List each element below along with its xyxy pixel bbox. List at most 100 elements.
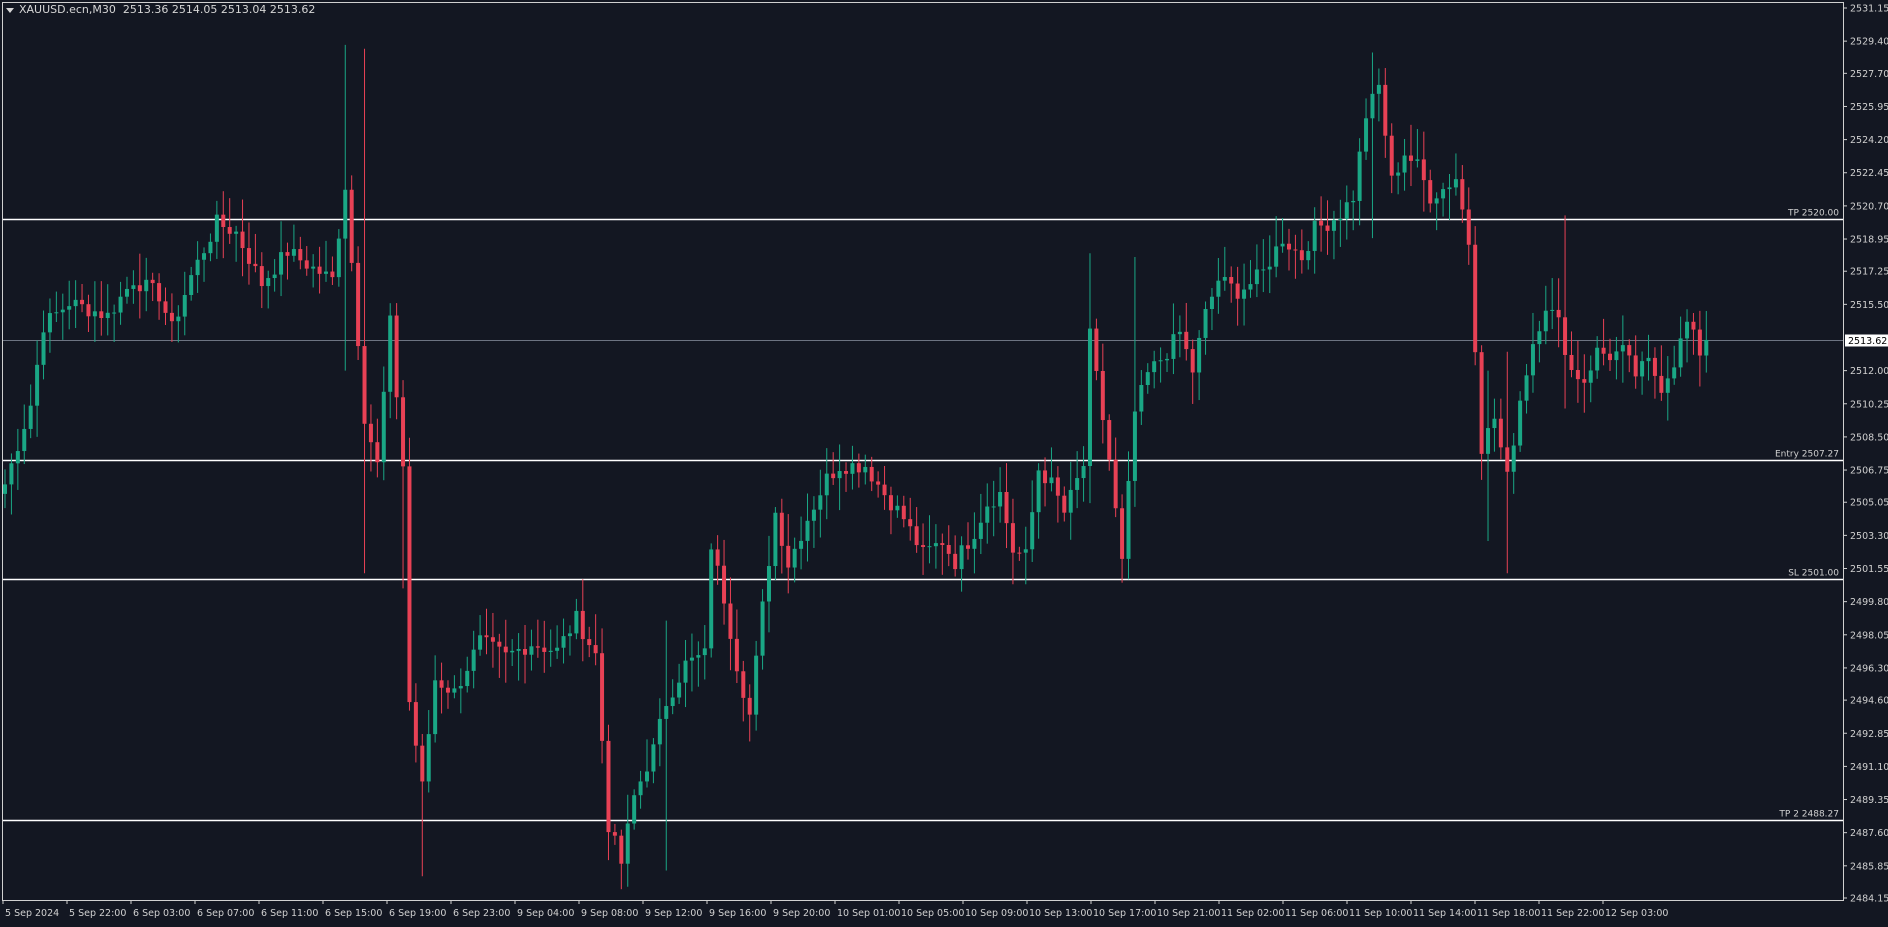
candle-body xyxy=(452,688,457,693)
candle xyxy=(516,633,521,681)
price-tick-label: 2492.85 xyxy=(1850,729,1888,740)
candle xyxy=(471,630,476,689)
candle-body xyxy=(1357,151,1362,201)
candle-body xyxy=(388,315,393,392)
candle-body xyxy=(1556,309,1561,318)
candle xyxy=(709,543,714,658)
candle xyxy=(317,246,322,294)
candle xyxy=(99,281,104,336)
candle-body xyxy=(503,646,508,653)
candle xyxy=(747,684,752,742)
time-tick-label: 10 Sep 09:00 xyxy=(965,908,1028,919)
candle-body xyxy=(41,332,46,365)
candle-body xyxy=(497,641,502,647)
candle-body xyxy=(279,252,284,275)
candle xyxy=(1100,343,1105,444)
candle-body xyxy=(240,231,245,249)
candle xyxy=(1543,285,1548,345)
candle-body xyxy=(734,638,739,672)
candle-body xyxy=(1158,360,1163,362)
candle-body xyxy=(664,706,669,719)
level-label: TP 2 2488.27 xyxy=(1778,810,1839,820)
candle xyxy=(92,281,97,342)
candle-body xyxy=(593,645,598,654)
candle-body xyxy=(632,795,637,824)
candle-body xyxy=(1145,372,1150,386)
candle-body xyxy=(1094,328,1099,371)
candle xyxy=(1235,266,1240,326)
candle-body xyxy=(381,391,386,463)
candle-body xyxy=(876,481,881,485)
price-tick-label: 2505.05 xyxy=(1850,498,1888,509)
candle-body xyxy=(1428,180,1433,204)
time-tick-label: 10 Sep 17:00 xyxy=(1093,908,1156,919)
candle xyxy=(651,738,656,784)
candle xyxy=(1055,466,1060,523)
candle-body xyxy=(914,526,919,546)
candle-body xyxy=(542,647,547,652)
candle-body xyxy=(773,512,778,567)
candle-body xyxy=(863,466,868,473)
candle xyxy=(1344,185,1349,240)
time-tick-label: 11 Sep 10:00 xyxy=(1349,908,1412,919)
candle xyxy=(240,199,245,277)
candle-body xyxy=(670,697,675,707)
candle xyxy=(1588,355,1593,403)
candle xyxy=(497,633,502,678)
candle-body xyxy=(645,771,649,782)
candle-body xyxy=(105,312,110,319)
time-tick-label: 9 Sep 08:00 xyxy=(581,908,638,919)
candle xyxy=(1652,347,1657,399)
candle xyxy=(246,222,251,285)
candle-body xyxy=(1030,512,1035,550)
candle xyxy=(343,44,348,371)
candle-body xyxy=(888,495,893,511)
candle xyxy=(1062,486,1067,522)
candle-body xyxy=(1132,411,1137,481)
candle xyxy=(1280,218,1285,253)
candle-body xyxy=(118,296,123,313)
candle-body xyxy=(1704,339,1709,356)
current-price-label: 2513.62 xyxy=(1848,336,1887,347)
candle-body xyxy=(523,649,528,655)
candle xyxy=(1614,336,1619,380)
candle-body xyxy=(901,505,906,520)
candle-body xyxy=(67,306,72,310)
candle xyxy=(856,453,861,488)
candle-body xyxy=(696,655,701,658)
candle xyxy=(452,675,457,699)
candle-body xyxy=(1184,331,1189,350)
price-tick-label: 2512.00 xyxy=(1850,366,1888,377)
candle xyxy=(625,794,630,887)
candle xyxy=(433,655,438,743)
candle xyxy=(362,48,367,574)
candle xyxy=(1132,257,1137,507)
candle xyxy=(1325,200,1330,255)
candle xyxy=(1511,433,1516,494)
candle-body xyxy=(401,397,406,467)
candle-body xyxy=(1338,218,1343,221)
candle xyxy=(9,453,14,515)
candle-body xyxy=(1055,477,1060,496)
candle xyxy=(818,469,823,538)
time-tick-label: 6 Sep 23:00 xyxy=(453,908,510,919)
candle xyxy=(234,225,239,262)
candle-body xyxy=(445,687,450,693)
candle xyxy=(1582,354,1587,413)
candle xyxy=(1126,451,1131,580)
candle xyxy=(754,640,759,731)
candle-body xyxy=(1550,309,1555,311)
candle-body xyxy=(324,271,328,274)
time-axis: 5 Sep 2024 5 Sep 22:00 6 Sep 03:00 6 Sep 07… xyxy=(2,900,1668,919)
candle-body xyxy=(330,271,335,278)
candle xyxy=(966,522,970,560)
candle xyxy=(41,310,46,380)
candle-body xyxy=(1486,428,1491,454)
candle xyxy=(895,495,900,518)
price-tick-label: 2522.45 xyxy=(1850,168,1888,179)
collapse-triangle-icon[interactable] xyxy=(6,7,14,13)
candle-body xyxy=(80,299,85,305)
candle xyxy=(606,724,611,861)
